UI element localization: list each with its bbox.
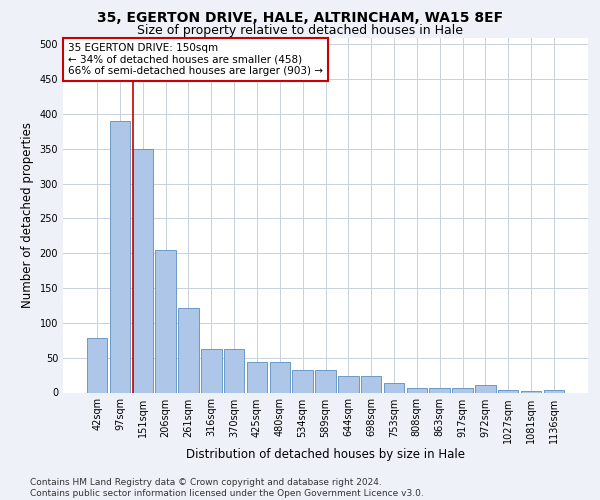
Bar <box>87 338 107 392</box>
Bar <box>430 388 450 392</box>
X-axis label: Distribution of detached houses by size in Hale: Distribution of detached houses by size … <box>186 448 465 462</box>
Bar <box>110 121 130 392</box>
Bar <box>292 370 313 392</box>
Bar <box>544 390 564 392</box>
Text: Size of property relative to detached houses in Hale: Size of property relative to detached ho… <box>137 24 463 37</box>
Bar <box>452 388 473 392</box>
Bar <box>133 149 153 392</box>
Bar <box>475 385 496 392</box>
Bar <box>155 250 176 392</box>
Bar <box>178 308 199 392</box>
Bar <box>224 348 244 393</box>
Bar <box>269 362 290 392</box>
Y-axis label: Number of detached properties: Number of detached properties <box>21 122 34 308</box>
Bar <box>338 376 359 392</box>
Bar <box>384 384 404 392</box>
Bar <box>315 370 336 392</box>
Bar <box>521 391 541 392</box>
Bar <box>247 362 267 392</box>
Bar <box>498 390 518 392</box>
Bar <box>407 388 427 392</box>
Text: 35 EGERTON DRIVE: 150sqm
← 34% of detached houses are smaller (458)
66% of semi-: 35 EGERTON DRIVE: 150sqm ← 34% of detach… <box>68 43 323 76</box>
Text: Contains HM Land Registry data © Crown copyright and database right 2024.
Contai: Contains HM Land Registry data © Crown c… <box>30 478 424 498</box>
Bar <box>201 348 221 393</box>
Text: 35, EGERTON DRIVE, HALE, ALTRINCHAM, WA15 8EF: 35, EGERTON DRIVE, HALE, ALTRINCHAM, WA1… <box>97 11 503 25</box>
Bar <box>361 376 382 392</box>
